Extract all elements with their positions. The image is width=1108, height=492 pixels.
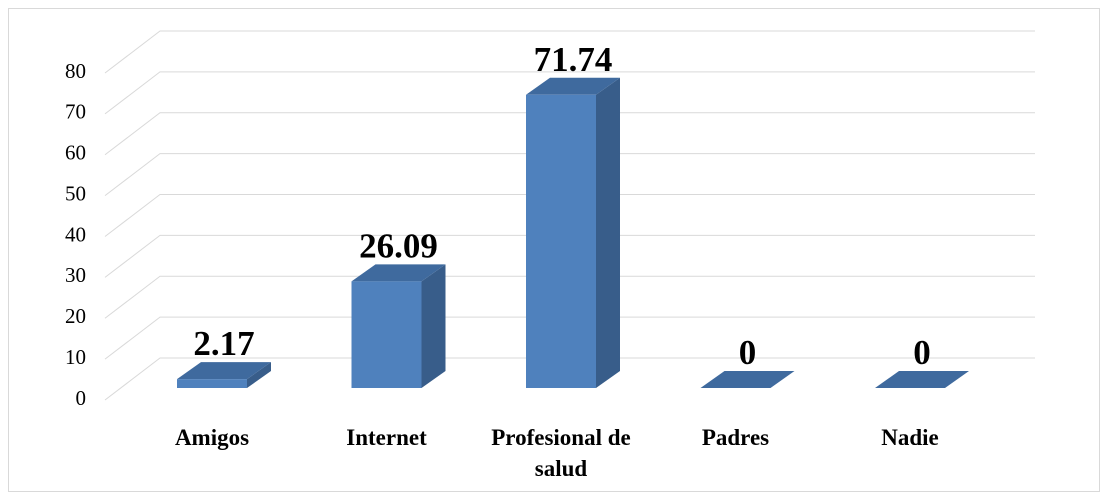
grid-line	[104, 357, 1035, 401]
grid-line	[104, 112, 1035, 156]
value-label: 26.09	[359, 226, 438, 265]
y-tick-label: 0	[76, 386, 87, 410]
y-tick-label: 10	[65, 345, 86, 369]
bar-side	[421, 264, 446, 388]
grid-line	[104, 234, 1035, 278]
bar-top	[526, 77, 620, 95]
x-tick-label: Nadie	[881, 425, 939, 450]
y-tick-label: 50	[65, 181, 86, 205]
y-tick-label: 60	[65, 141, 86, 165]
y-tick-label: 70	[65, 100, 86, 124]
bar-top	[177, 362, 271, 380]
grid-line	[104, 30, 1035, 74]
x-tick-label: Amigos	[174, 425, 250, 450]
x-tick-label: Profesional de salud	[491, 425, 631, 481]
bar-top	[700, 371, 795, 388]
bar-side	[247, 362, 271, 388]
bar-side	[596, 77, 620, 388]
y-tick-label: 80	[65, 59, 86, 83]
grid-line	[104, 71, 1035, 115]
bar-top	[351, 264, 446, 282]
grid-line	[104, 153, 1035, 197]
grid-line	[104, 316, 1035, 360]
y-tick-label: 30	[65, 263, 86, 287]
value-label: 71.74	[534, 40, 613, 79]
bar-top	[875, 371, 969, 388]
value-label: 0	[913, 333, 931, 372]
grid-line	[104, 275, 1035, 319]
y-tick-label: 40	[65, 222, 86, 246]
value-label: 2.17	[193, 324, 254, 363]
bar	[526, 94, 596, 388]
x-tick-label: Internet	[346, 425, 427, 450]
grid-line	[104, 194, 1035, 237]
bar	[351, 281, 422, 388]
x-tick-label: Padres	[701, 425, 770, 450]
bar	[177, 379, 247, 388]
value-label: 0	[739, 333, 757, 372]
y-tick-label: 20	[65, 304, 86, 328]
